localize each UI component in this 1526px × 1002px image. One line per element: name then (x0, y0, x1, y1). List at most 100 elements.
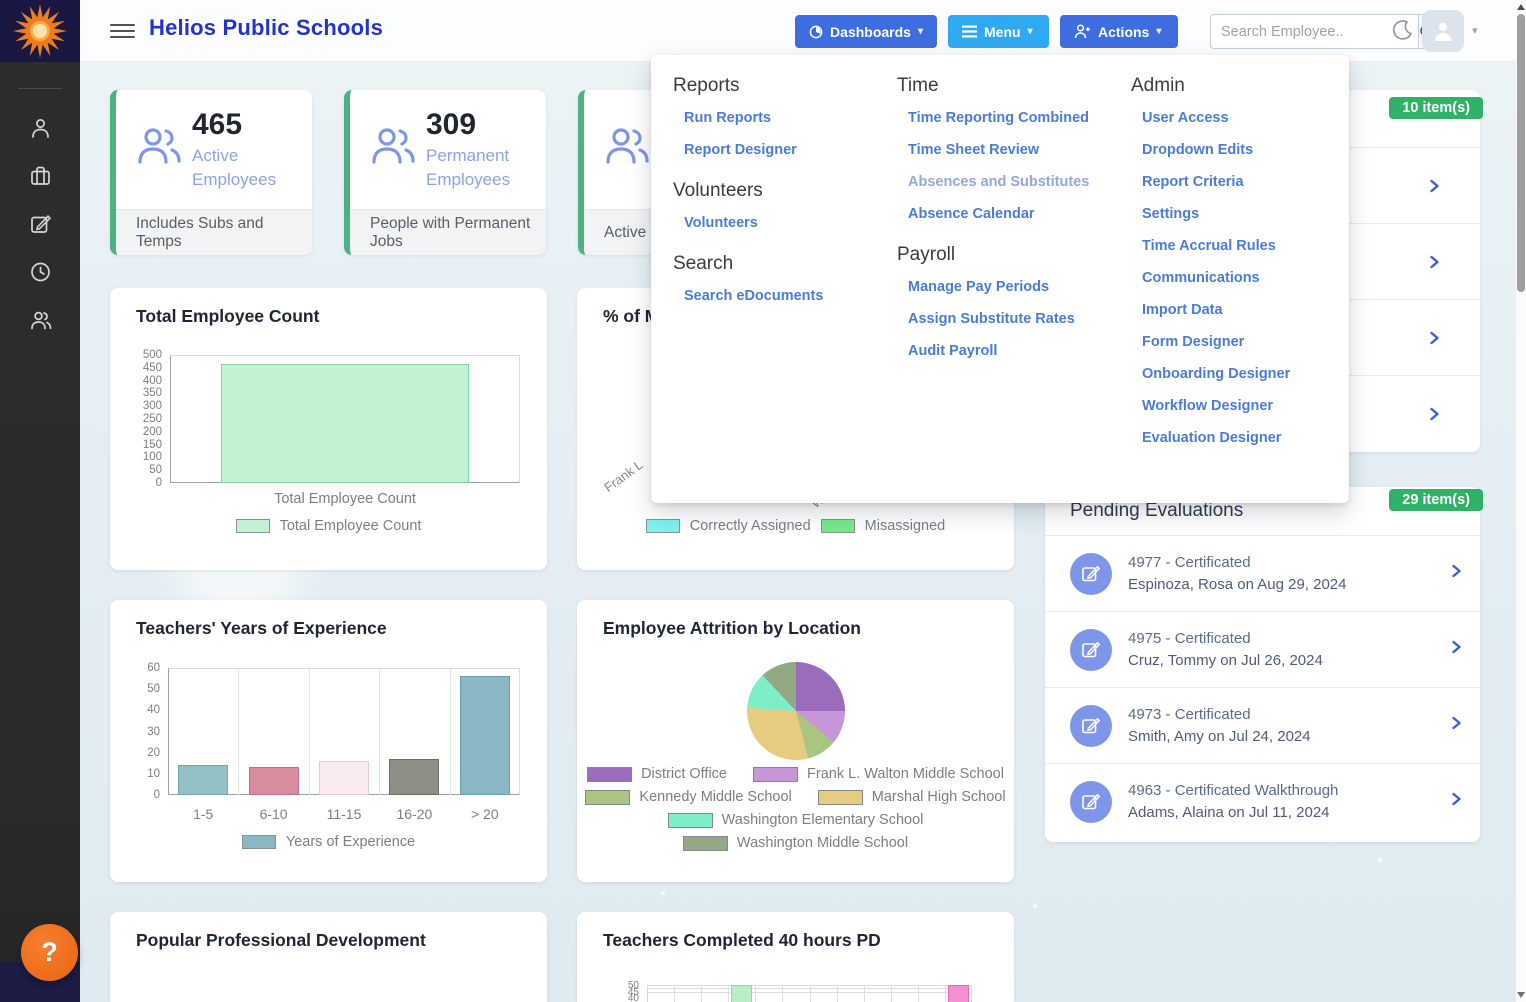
page-title[interactable]: Helios Public Schools (149, 15, 384, 40)
legend-swatch (753, 766, 799, 782)
dashboards-button[interactable]: Dashboards ▾ (795, 15, 937, 48)
menu-item-volunteers[interactable]: Volunteers (684, 215, 758, 231)
sidebar-item-person[interactable] (27, 115, 53, 141)
chart-card-attrition-by-location: Employee Attrition by Location District … (577, 600, 1014, 882)
user-avatar[interactable] (1422, 10, 1464, 52)
x-axis-label: 11-15 (326, 806, 362, 822)
menu-item-time-accrual-rules[interactable]: Time Accrual Rules (1142, 238, 1276, 254)
avatar-caret-icon[interactable]: ▾ (1472, 25, 1478, 37)
hamburger-menu-icon[interactable] (110, 20, 135, 40)
legend-label: Kennedy Middle School (639, 789, 792, 805)
bar-20 (459, 676, 510, 795)
sidebar-item-briefcase[interactable] (27, 163, 53, 189)
scrollbar-thumb[interactable] (1517, 14, 1525, 292)
menu-item-form-designer[interactable]: Form Designer (1142, 334, 1245, 350)
menu-item-audit-payroll[interactable]: Audit Payroll (908, 343, 998, 359)
chart-title: Teachers' Years of Experience (136, 618, 387, 638)
menu-item-dropdown-edits[interactable]: Dropdown Edits (1142, 142, 1254, 158)
chevron-right-icon (1452, 792, 1461, 806)
panel-title: Pending Evaluations (1070, 500, 1244, 521)
scrollbar-up-arrow[interactable] (1517, 4, 1525, 10)
menu-item-import-data[interactable]: Import Data (1142, 302, 1223, 318)
bar (731, 985, 753, 1002)
chevron-right-icon (1452, 564, 1461, 578)
evaluation-title: 4963 - Certificated Walkthrough (1128, 782, 1339, 799)
dark-mode-toggle[interactable] (1390, 18, 1416, 44)
menu-item-report-criteria[interactable]: Report Criteria (1142, 174, 1244, 190)
legend-swatch (682, 835, 728, 851)
chevron-right[interactable] (1449, 639, 1464, 660)
menu-section-header-admin: Admin (1131, 75, 1185, 96)
people-icon (370, 126, 416, 171)
legend-label: Frank L. Walton Middle School (807, 766, 1004, 782)
sidebar-item-edit[interactable] (27, 211, 53, 237)
evaluation-item[interactable]: 4975 - Certificated Cruz, Tommy on Jul 26… (1045, 611, 1480, 687)
evaluation-item[interactable]: 4977 - Certificated Espinoza, Rosa on Aug… (1045, 535, 1480, 611)
pending-evaluations-card: 29 item(s) Pending Evaluations 4977 - Ce… (1045, 487, 1483, 842)
legend-item-kennedy-middle-school: Kennedy Middle School (585, 789, 792, 805)
menu-item-time-sheet-review[interactable]: Time Sheet Review (908, 142, 1040, 158)
menu-item-user-access[interactable]: User Access (1142, 110, 1229, 126)
menu-bars-icon (962, 25, 977, 38)
briefcase-icon (30, 166, 50, 185)
chevron-down-icon: ▾ (917, 26, 923, 37)
edit-icon (1082, 717, 1101, 733)
menu-item-assign-substitute-rates[interactable]: Assign Substitute Rates (908, 311, 1075, 327)
menu-item-search-edocuments[interactable]: Search eDocuments (684, 288, 824, 304)
help-button[interactable]: ? (21, 924, 78, 981)
person-icon (31, 119, 49, 138)
menu-section-header-volunteers: Volunteers (673, 180, 763, 201)
edit-icon (1082, 565, 1101, 581)
y-axis-tick: 50 (149, 464, 162, 477)
bar (947, 985, 969, 1002)
scrollbar-down-arrow[interactable] (1517, 992, 1525, 998)
sidebar-item-people[interactable] (27, 307, 53, 333)
evaluation-title: 4973 - Certificated (1128, 706, 1251, 723)
x-axis-label: 16-20 (396, 806, 433, 822)
y-axis-tick: 20 (147, 746, 160, 759)
menu-item-absence-calendar[interactable]: Absence Calendar (908, 206, 1035, 222)
menu-item-workflow-designer[interactable]: Workflow Designer (1142, 398, 1274, 414)
y-axis-tick: 400 (142, 374, 162, 387)
menu-item-run-reports[interactable]: Run Reports (684, 110, 771, 126)
legend-item-washington-middle-school: Washington Middle School (682, 835, 908, 851)
chevron-right[interactable] (1449, 563, 1464, 584)
sidebar-item-clock[interactable] (27, 259, 53, 285)
legend-swatch (241, 835, 276, 849)
evaluation-item[interactable]: 4963 - Certificated Walkthrough Adams, Al… (1045, 763, 1480, 839)
bar-16-20 (389, 759, 440, 795)
chevron-right[interactable] (1449, 715, 1464, 736)
chevron-right-icon (1430, 331, 1439, 344)
menu-item-absences-and-substitutes[interactable]: Absences and Substitutes (908, 174, 1090, 190)
evaluation-subtitle: Espinoza, Rosa on Aug 29, 2024 (1128, 576, 1347, 593)
evaluation-item[interactable]: 4973 - Certificated Smith, Amy on Jul 24,… (1045, 687, 1480, 763)
actions-button[interactable]: Actions ▾ (1060, 15, 1178, 48)
sidebar-divider (18, 88, 62, 89)
y-axis-tick: 40 (147, 704, 160, 717)
vertical-scrollbar[interactable] (1516, 0, 1526, 1002)
y-axis-tick: 40 (627, 993, 639, 1002)
menu-column-3: Admin User Access Dropdown Edits Report Cri… (1131, 61, 1346, 454)
chevron-right-icon (1452, 640, 1461, 654)
y-axis-tick: 10 (147, 767, 160, 780)
evaluation-texts: 4973 - Certificated Smith, Amy on Jul 24,… (1128, 706, 1449, 745)
chevron-right-icon (1430, 407, 1439, 420)
menu-item-onboarding-designer[interactable]: Onboarding Designer (1142, 366, 1291, 382)
app-logo[interactable] (0, 0, 80, 62)
menu-item-time-reporting-combined[interactable]: Time Reporting Combined (908, 110, 1089, 126)
menu-column-1: Reports Run Reports Report Designer Volunte… (673, 61, 888, 312)
menu-item-settings[interactable]: Settings (1142, 206, 1200, 222)
legend-label: Total Employee Count (279, 518, 422, 534)
menu-item-communications[interactable]: Communications (1142, 270, 1260, 286)
menu-item-evaluation-designer[interactable]: Evaluation Designer (1142, 430, 1282, 446)
legend-item-frank-l-walton-middle-school: Frank L. Walton Middle School (753, 766, 1004, 782)
chevron-right[interactable] (1449, 791, 1464, 812)
people-icon (604, 126, 650, 171)
search-input[interactable] (1210, 14, 1418, 49)
menu-item-report-designer[interactable]: Report Designer (684, 142, 797, 158)
menu-item-manage-pay-periods[interactable]: Manage Pay Periods (908, 279, 1050, 295)
bar-1-5 (178, 765, 229, 795)
menu-button[interactable]: Menu ▾ (948, 15, 1049, 48)
pending-count-badge: 29 item(s) (1389, 489, 1483, 511)
evaluation-texts: 4977 - Certificated Espinoza, Rosa on Aug… (1128, 554, 1449, 593)
